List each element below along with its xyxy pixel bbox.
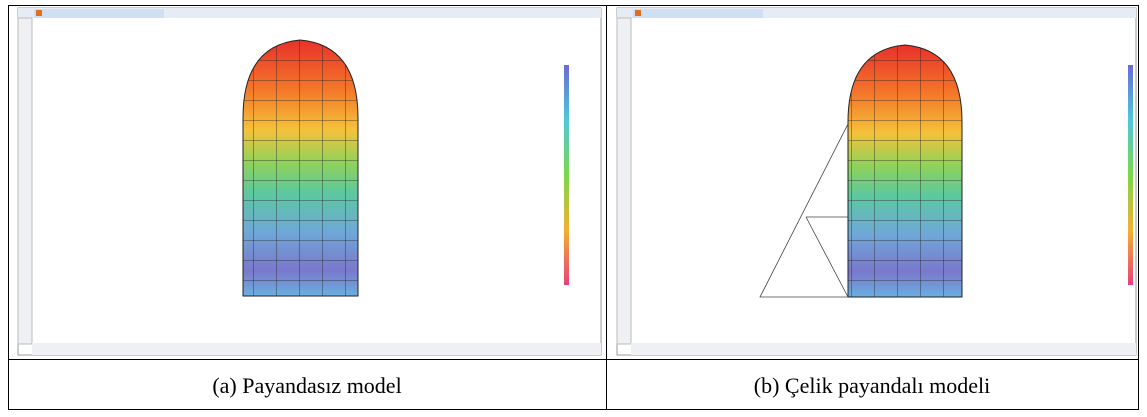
screenshot-right xyxy=(617,8,1136,355)
status-bar xyxy=(32,343,601,355)
mesh xyxy=(848,45,962,297)
tab-icon xyxy=(635,10,641,16)
caption: (a) Payandasız model xyxy=(212,373,401,398)
toolbar xyxy=(617,18,631,344)
screenshot-left xyxy=(18,8,601,355)
tab xyxy=(34,9,164,18)
status-bar xyxy=(631,343,1136,355)
toolbar xyxy=(18,18,32,344)
caption: (b) Çelik payandalı modeli xyxy=(754,373,990,398)
mesh xyxy=(243,40,358,296)
tab xyxy=(633,9,763,18)
tab-icon xyxy=(36,10,42,16)
color-legend xyxy=(1128,65,1133,285)
figure: (a) Payandasız model (b) Çelik payandalı… xyxy=(0,0,1147,412)
color-legend xyxy=(564,65,569,285)
